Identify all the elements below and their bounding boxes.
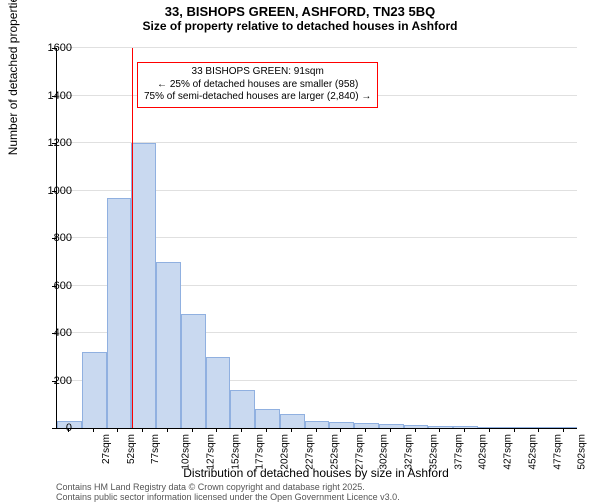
y-tick: [52, 96, 56, 97]
y-tick: [52, 286, 56, 287]
x-tick-label: 402sqm: [478, 434, 489, 470]
x-tick: [316, 428, 317, 432]
x-tick: [464, 428, 465, 432]
y-tick: [52, 48, 56, 49]
histogram-bar: [131, 143, 156, 428]
x-tick: [514, 428, 515, 432]
histogram-bar: [255, 409, 280, 428]
x-tick-label: 77sqm: [150, 434, 161, 464]
chart-plot-area: 33 BISHOPS GREEN: 91sqm← 25% of detached…: [56, 48, 577, 429]
x-tick-label: 252sqm: [329, 434, 340, 470]
histogram-bar: [82, 352, 107, 428]
x-tick: [68, 428, 69, 432]
histogram-bar: [379, 424, 404, 428]
histogram-bar: [107, 198, 132, 428]
footer-line-1: Contains HM Land Registry data © Crown c…: [56, 482, 400, 492]
annotation-line: 33 BISHOPS GREEN: 91sqm: [144, 66, 371, 79]
x-tick-label: 152sqm: [230, 434, 241, 470]
x-tick: [563, 428, 564, 432]
y-axis-label: Number of detached properties: [6, 0, 20, 155]
histogram-bar: [230, 390, 255, 428]
histogram-bar: [206, 357, 231, 428]
x-tick-label: 502sqm: [577, 434, 588, 470]
y-tick: [52, 333, 56, 334]
histogram-bar: [305, 421, 330, 428]
annotation-box: 33 BISHOPS GREEN: 91sqm← 25% of detached…: [137, 62, 378, 108]
footer-line-2: Contains public sector information licen…: [56, 492, 400, 502]
histogram-bar: [478, 427, 503, 428]
y-tick: [52, 428, 56, 429]
x-tick-label: 452sqm: [527, 434, 538, 470]
x-tick-label: 302sqm: [379, 434, 390, 470]
x-tick-label: 377sqm: [453, 434, 464, 470]
histogram-bar: [503, 427, 528, 428]
y-tick: [52, 381, 56, 382]
x-tick: [117, 428, 118, 432]
histogram-bar: [453, 426, 478, 428]
x-tick-label: 227sqm: [305, 434, 316, 470]
y-tick: [52, 143, 56, 144]
x-tick: [415, 428, 416, 432]
x-tick-label: 127sqm: [206, 434, 217, 470]
chart-subtitle: Size of property relative to detached ho…: [0, 19, 600, 33]
x-tick-label: 27sqm: [101, 434, 112, 464]
histogram-bar: [181, 314, 206, 428]
histogram-bar: [428, 426, 453, 428]
chart-title: 33, BISHOPS GREEN, ASHFORD, TN23 5BQ: [0, 4, 600, 19]
x-tick-label: 427sqm: [503, 434, 514, 470]
y-tick: [52, 191, 56, 192]
histogram-bar: [552, 427, 577, 428]
x-tick: [167, 428, 168, 432]
x-tick-label: 277sqm: [354, 434, 365, 470]
annotation-line: ← 25% of detached houses are smaller (95…: [144, 79, 371, 92]
histogram-bar: [404, 425, 429, 428]
x-tick: [266, 428, 267, 432]
x-tick: [340, 428, 341, 432]
x-tick: [291, 428, 292, 432]
x-tick: [538, 428, 539, 432]
x-tick-label: 327sqm: [404, 434, 415, 470]
histogram-bar: [156, 262, 181, 428]
x-tick: [241, 428, 242, 432]
property-marker-line: [132, 48, 133, 428]
x-tick-label: 352sqm: [428, 434, 439, 470]
annotation-line: 75% of semi-detached houses are larger (…: [144, 91, 371, 104]
histogram-bar: [329, 422, 354, 428]
x-axis-label: Distribution of detached houses by size …: [56, 466, 576, 480]
histogram-bar: [527, 427, 552, 428]
histogram-bar: [280, 414, 305, 428]
x-tick: [216, 428, 217, 432]
x-tick: [365, 428, 366, 432]
x-tick-label: 177sqm: [255, 434, 266, 470]
y-tick: [52, 238, 56, 239]
x-tick: [489, 428, 490, 432]
x-tick: [390, 428, 391, 432]
grid-line: [57, 47, 577, 48]
histogram-bar: [354, 423, 379, 428]
x-tick-label: 202sqm: [280, 434, 291, 470]
x-tick: [192, 428, 193, 432]
x-tick-label: 477sqm: [552, 434, 563, 470]
x-tick: [93, 428, 94, 432]
x-tick-label: 102sqm: [181, 434, 192, 470]
x-tick: [142, 428, 143, 432]
x-tick-label: 52sqm: [126, 434, 137, 464]
x-tick: [439, 428, 440, 432]
